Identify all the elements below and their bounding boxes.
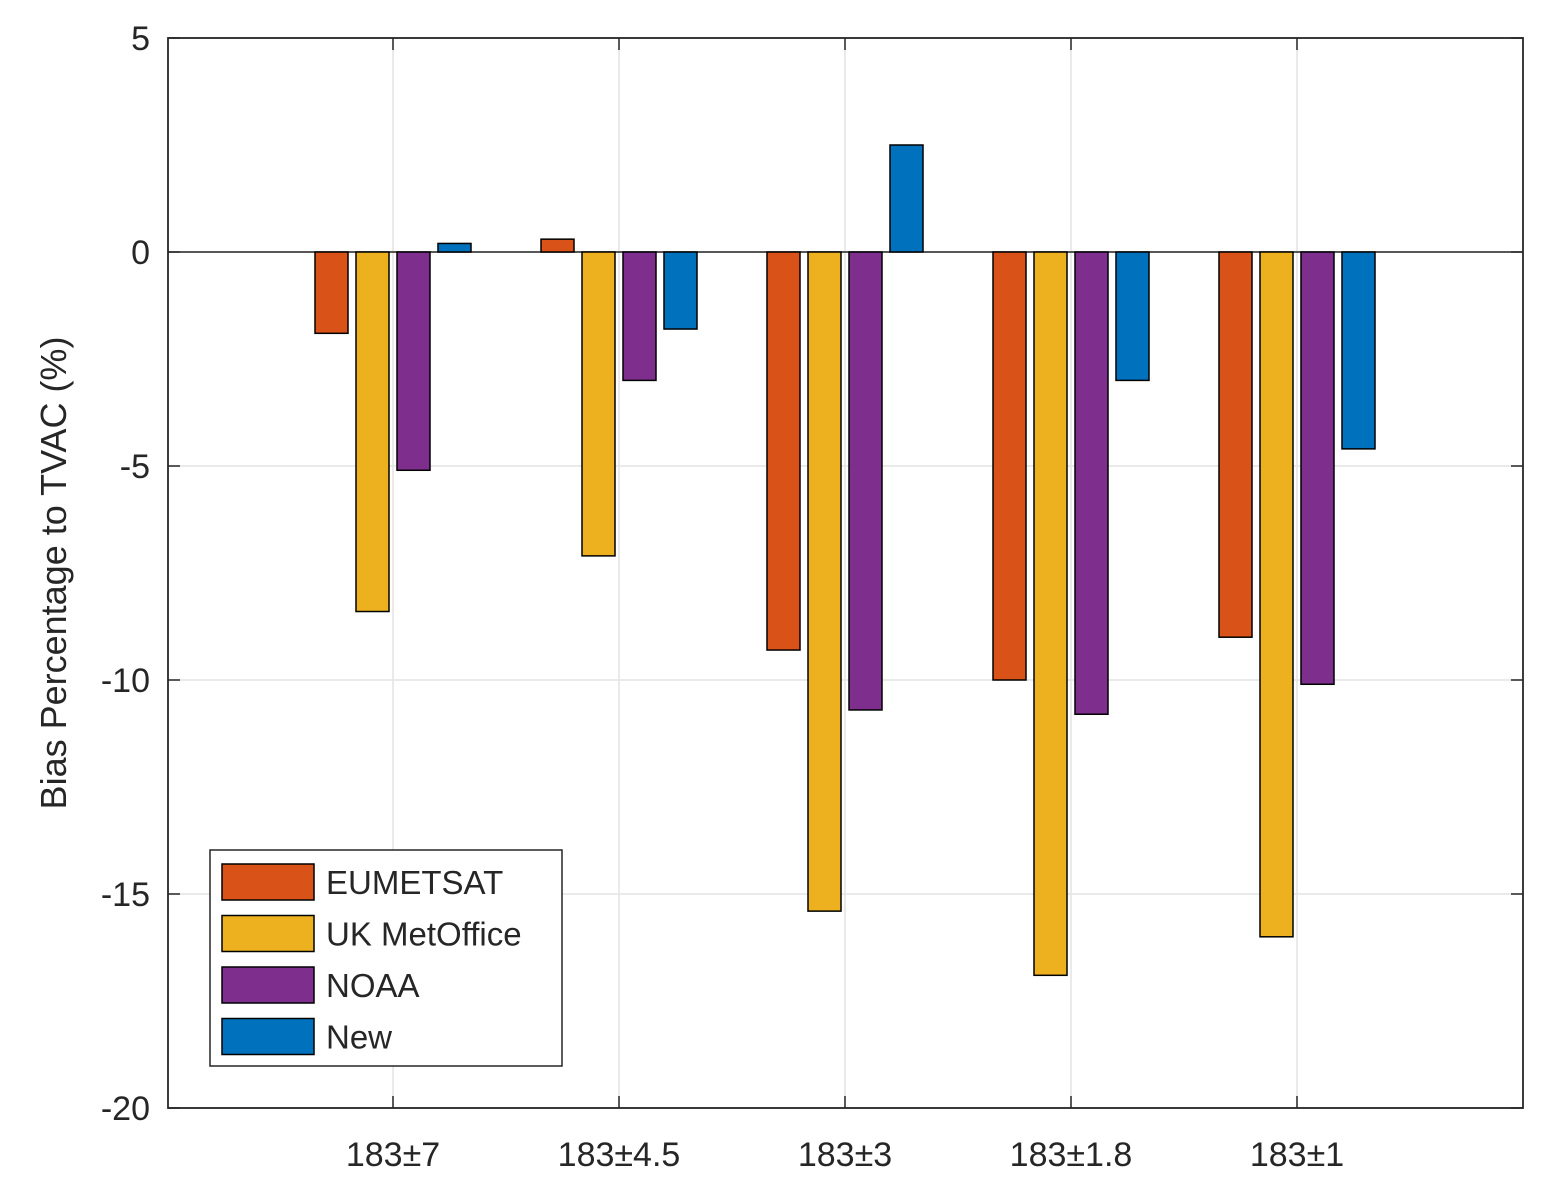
ticks: 5 0 -5 -10 -15 -20 183±7 183±4.5 183±3 183±1.8 183… [101, 20, 1523, 1174]
legend-label-3: New [326, 1019, 392, 1056]
bar-noaa-0 [396, 251, 431, 472]
legend-swatch-2 [221, 966, 315, 1004]
x-tick-label-0: 183±7 [346, 1136, 440, 1174]
legend-label-0: EUMETSAT [326, 864, 503, 901]
bar-new-4 [1341, 251, 1376, 450]
bar-uk-metoffice-4 [1259, 251, 1294, 938]
legend-swatch-3 [221, 1017, 315, 1056]
bar-new-0 [437, 242, 472, 253]
bar-eumetsat-2 [766, 251, 801, 651]
bar-new-2 [889, 144, 924, 253]
bar-eumetsat-3 [992, 251, 1027, 681]
x-tick-label-3: 183±1.8 [1010, 1136, 1133, 1174]
bar-eumetsat-0 [314, 251, 349, 335]
legend-swatch-0 [221, 863, 315, 901]
y-tick-label-3: -10 [101, 662, 150, 700]
bar-noaa-2 [848, 251, 883, 711]
legend-swatch-1 [221, 914, 315, 953]
y-axis-label: Bias Percentage to TVAC (%) [33, 337, 74, 810]
x-tick-label-2: 183±3 [798, 1136, 892, 1174]
bar-uk-metoffice-2 [807, 251, 842, 912]
y-tick-label-0: 5 [131, 20, 150, 58]
bar-eumetsat-4 [1218, 251, 1253, 638]
bar-uk-metoffice-1 [581, 251, 616, 557]
y-tick-label-1: 0 [131, 234, 150, 272]
bar-eumetsat-1 [540, 238, 575, 253]
legend: EUMETSAT UK MetOffice NOAA New [209, 849, 563, 1067]
bars [314, 144, 1376, 977]
legend-label-1: UK MetOffice [326, 916, 522, 953]
bar-noaa-4 [1300, 251, 1335, 686]
bar-new-1 [663, 251, 698, 330]
x-tick-label-4: 183±1 [1250, 1136, 1344, 1174]
x-tick-label-1: 183±4.5 [558, 1136, 681, 1174]
bar-new-3 [1115, 251, 1150, 382]
legend-label-2: NOAA [326, 967, 420, 1004]
bar-noaa-1 [622, 251, 657, 382]
y-tick-label-4: -15 [101, 876, 150, 914]
bar-uk-metoffice-3 [1033, 251, 1068, 977]
bar-noaa-3 [1074, 251, 1109, 715]
bar-uk-metoffice-0 [355, 251, 390, 613]
y-tick-label-2: -5 [120, 448, 150, 486]
y-tick-label-5: -20 [101, 1090, 150, 1128]
